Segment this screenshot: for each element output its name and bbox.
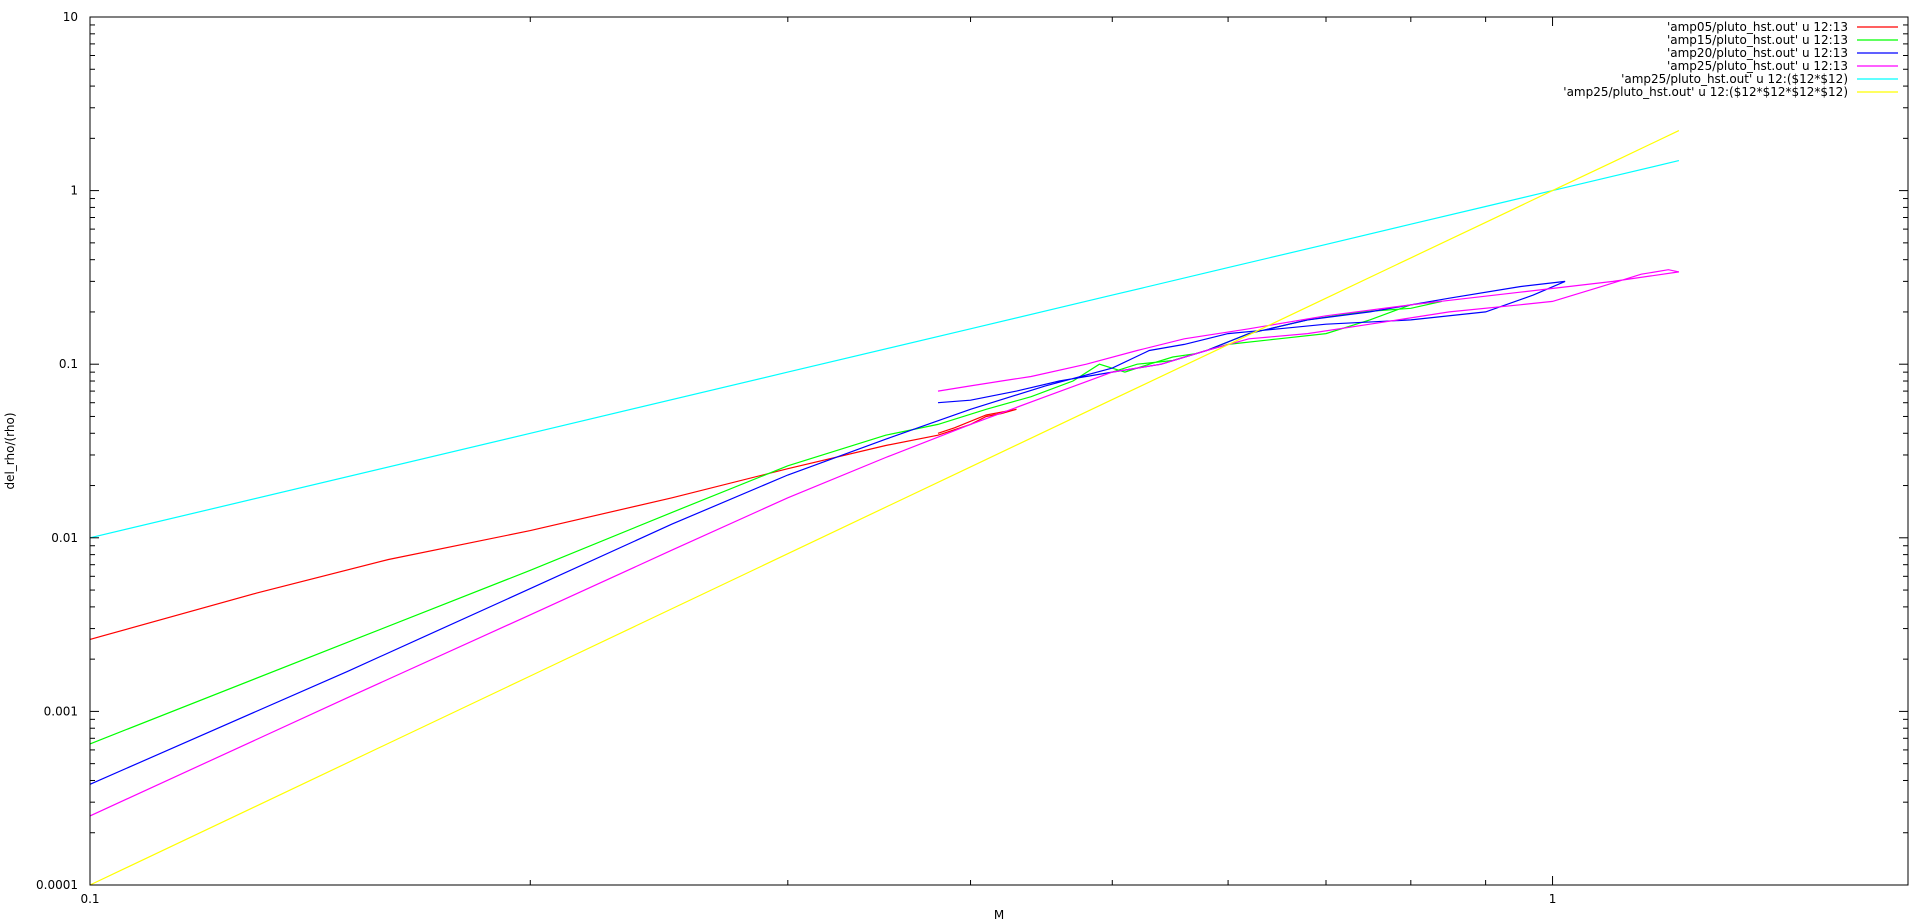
legend-label: 'amp20/pluto_hst.out' u 12:13 [1667,46,1848,60]
series-line-2 [89,300,1442,745]
series-line-1 [89,408,1017,640]
series-line-6 [89,130,1680,886]
series-lines [89,130,1680,886]
legend-label: 'amp25/pluto_hst.out' u 12:13 [1667,59,1848,73]
y-tick-label: 10 [63,10,78,24]
legend-label: 'amp05/pluto_hst.out' u 12:13 [1667,20,1848,34]
series-line-4 [89,269,1680,817]
y-tick-label: 1 [70,184,78,198]
series-line-5 [89,160,1680,539]
y-tick-label: 0.01 [51,531,78,545]
legend-label: 'amp15/pluto_hst.out' u 12:13 [1667,33,1848,47]
series-line-3 [89,280,1566,785]
x-axis-label: M [994,908,1004,919]
x-tick-label: 1 [1549,892,1557,906]
legend: 'amp05/pluto_hst.out' u 12:13'amp15/plut… [1563,20,1898,99]
y-tick-label: 0.001 [44,704,78,718]
y-tick-label: 0.0001 [36,878,78,892]
x-tick-label: 0.1 [80,892,99,906]
y-tick-label: 0.1 [59,357,78,371]
plot-frame [89,16,1909,886]
axes: 0.0001 0.001 0.01 0.1 1 10 0.1 1 [36,10,1908,906]
legend-label: 'amp25/pluto_hst.out' u 12:($12*$12*$12*… [1563,85,1848,99]
y-axis-label: del_rho/(rho) [3,412,17,489]
legend-label: 'amp25/pluto_hst.out' u 12:($12*$12) [1621,72,1848,86]
